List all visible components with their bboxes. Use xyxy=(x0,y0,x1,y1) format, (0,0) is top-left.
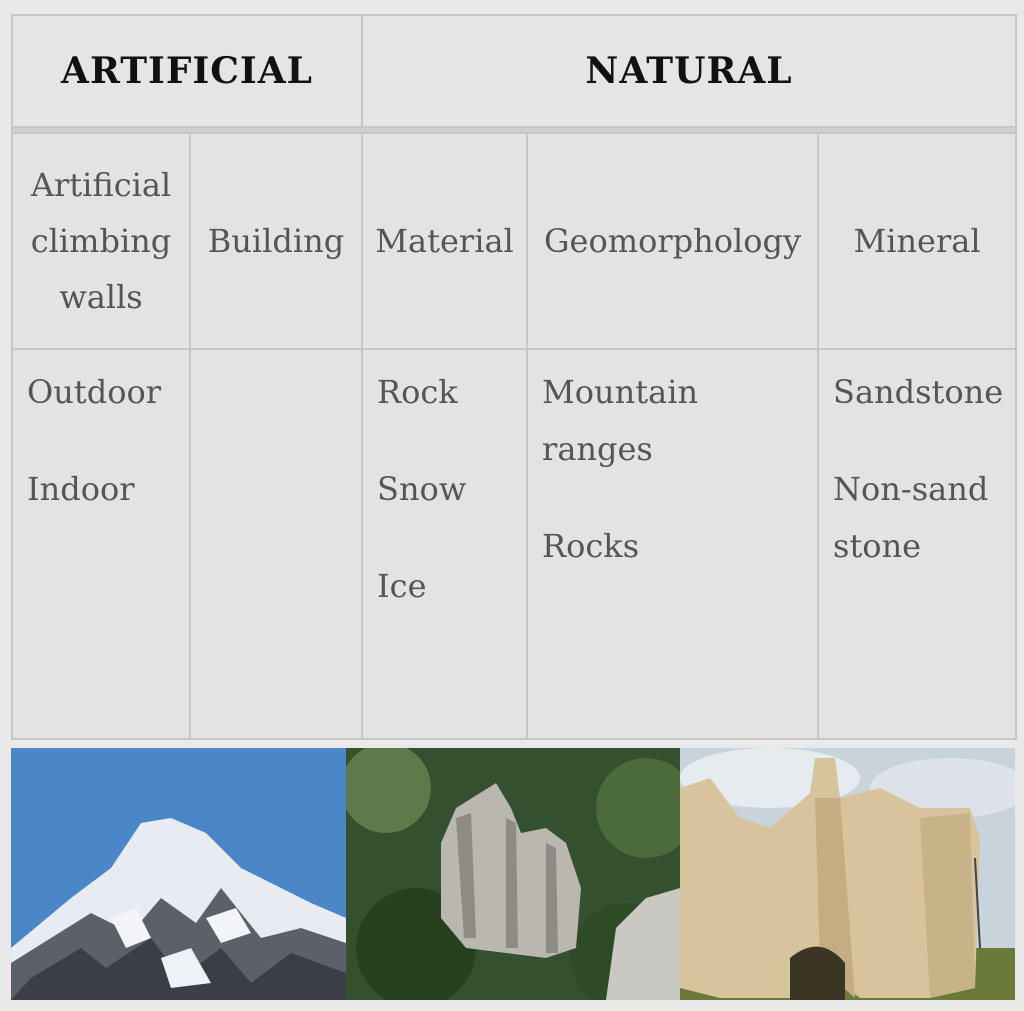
list-item: Snow xyxy=(377,470,467,508)
geomorphology-cell: Mountain ranges Rocks xyxy=(526,348,820,740)
list-item: Rock xyxy=(377,373,458,411)
artificial-climbing-wall-photo xyxy=(680,748,1015,1000)
climbing-classification-table: ARTIFICIAL NATURAL Artificial climbing w… xyxy=(10,14,1018,740)
list-item: Non-sandstone xyxy=(833,470,989,565)
material-cell: Rock Snow Ice xyxy=(361,348,529,740)
list-item: Mountain ranges xyxy=(542,373,699,468)
category-header-row: ARTIFICIAL NATURAL xyxy=(10,14,1018,128)
photo-strip xyxy=(11,748,1015,1000)
subcategory-row: Artificial climbing walls Building Mater… xyxy=(11,132,1018,350)
classification-table-container: ARTIFICIAL NATURAL Artificial climbing w… xyxy=(10,14,1018,740)
list-item: Ice xyxy=(377,567,427,605)
subheader-mineral: Mineral xyxy=(817,132,1018,350)
list-item: Sandstone xyxy=(833,373,1004,411)
snow-mountain-photo xyxy=(11,748,346,1000)
mineral-cell: Sandstone Non-sandstone xyxy=(817,348,1018,740)
subheader-artificial-walls: Artificial climbing walls xyxy=(11,132,191,350)
building-cell xyxy=(188,348,364,740)
list-item: Outdoor xyxy=(27,373,162,411)
subheader-material: Material xyxy=(361,132,529,350)
sandstone-rock-towers-photo xyxy=(346,748,680,1000)
list-item: Rocks xyxy=(542,527,640,565)
list-item: Indoor xyxy=(27,470,135,508)
artificial-walls-cell: Outdoor Indoor xyxy=(11,348,191,740)
natural-header: NATURAL xyxy=(361,14,1018,128)
items-row: Outdoor Indoor Rock Snow Ice Mountain ra… xyxy=(11,348,1018,740)
artificial-header: ARTIFICIAL xyxy=(10,14,364,128)
subheader-geomorphology: Geomorphology xyxy=(526,132,820,350)
subheader-building: Building xyxy=(188,132,364,350)
